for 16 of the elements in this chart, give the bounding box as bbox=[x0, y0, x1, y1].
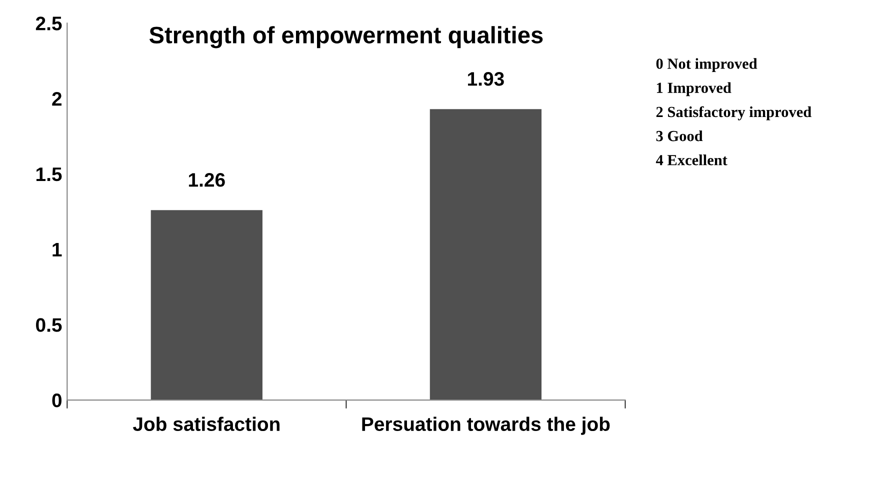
y-tick-label: 2.5 bbox=[36, 16, 62, 30]
data-label: 1.26 bbox=[188, 173, 225, 187]
text: 0 Not improved bbox=[656, 58, 758, 72]
text: 4 Excellent bbox=[656, 154, 728, 166]
x-tick-label: Persuation towards the job bbox=[362, 416, 610, 435]
y-tick-label: 1.5 bbox=[36, 168, 62, 182]
data-label: 1.93 bbox=[468, 72, 504, 86]
text: 2 Satisfactory improved bbox=[656, 106, 812, 120]
y-tick-label: 0.5 bbox=[36, 318, 62, 332]
text: 3 Good bbox=[656, 130, 703, 142]
x-tick-label: Job satisfaction bbox=[132, 416, 280, 432]
y-tick-label: 2 bbox=[52, 92, 62, 106]
y-tick-label: 0 bbox=[52, 394, 62, 408]
chart-title: Strength of empowerment qualities bbox=[149, 26, 543, 48]
text: 1 Improved bbox=[656, 82, 732, 96]
y-tick-label: 1 bbox=[52, 242, 62, 256]
